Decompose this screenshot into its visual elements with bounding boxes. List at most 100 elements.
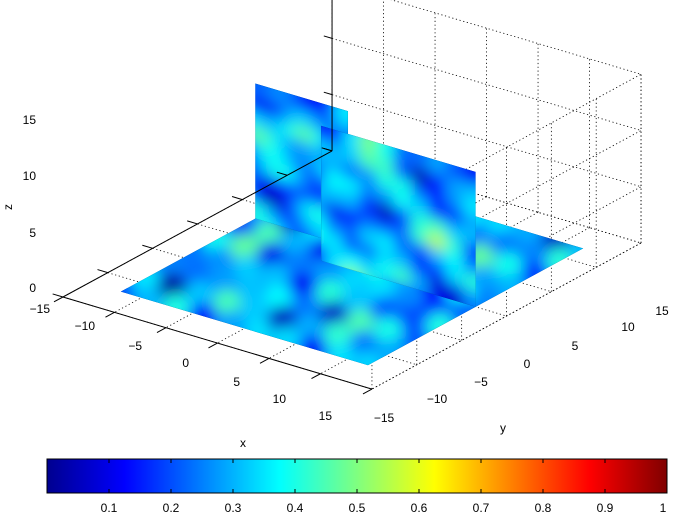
y-tick-mark [156,327,167,334]
x-tick-mark [231,196,243,201]
slice-edge [321,125,476,307]
slice-cell [213,289,242,318]
slice-cell [281,229,310,258]
x-tick-mark [142,244,153,249]
grid-line [371,0,643,221]
y-tick-label: 5 [572,339,579,353]
slice-cell [401,325,430,354]
x-tick-label: 15 [319,409,333,423]
x-tick-label: −15 [30,302,51,316]
slice-cell [425,312,454,341]
slice-cell [229,233,258,262]
slice-cell [257,242,286,271]
colorbar-ticks [108,459,668,493]
y-tick-label: −10 [427,392,448,406]
slice-cell [422,291,451,320]
colorbar-tick-label: 0.7 [473,501,490,515]
colorbar-tick-label: 0.8 [535,501,552,515]
z-tick-label: 15 [23,113,37,127]
slice-cell [240,297,269,326]
z-tick-mark [323,35,333,39]
slice-cell [291,292,320,321]
y-tick-mark [208,342,218,349]
x-tick-label: 0 [182,356,189,370]
x-tick-label: −10 [75,319,96,333]
colorbar-tick-label: 0.9 [597,501,614,515]
y-tick-label: −5 [474,375,488,389]
colorbar-tick-label: 0.5 [349,501,366,515]
slice-cell [216,310,245,339]
x-tick-label: 5 [233,375,240,389]
slice-cell [377,338,406,366]
z-tick-label: 10 [23,169,37,183]
slice-cell [260,263,289,292]
axes-frame [52,0,373,395]
slice-cell [394,282,423,311]
slice-cell [367,274,396,303]
x-axis-label: x [240,436,246,450]
y-tick-label: 0 [524,357,531,371]
y-tick-label: 10 [621,320,635,334]
colorbar-tick-label: 0.4 [287,501,304,515]
slice-cell [493,252,522,281]
slice-cell [264,284,293,313]
x-tick-mark [276,171,288,176]
x-tick-mark [187,220,198,225]
slice-cell [237,276,265,305]
slice-cell [253,220,282,249]
slice-cell [182,259,211,288]
slice-cell [343,287,372,316]
slice-cell [295,313,324,342]
colorbar-tick-label: 0.1 [101,501,118,515]
slice-cell [353,351,382,366]
slice-cell [233,255,262,284]
slice-cell [545,247,574,276]
y-tick-mark [362,388,373,395]
z-tick-mark [323,147,333,152]
x-tick-label: 10 [273,392,287,406]
slice-cell [205,246,234,275]
slice-cell [315,279,344,308]
slice-cell [473,286,502,315]
colorbar-tick-label: 0.6 [411,501,428,515]
slice-cell [158,272,187,301]
slice-cell [268,305,297,334]
grid-line [331,94,643,334]
x-tick-mark [97,269,108,274]
colorbar-tick-label: 0.2 [163,501,180,515]
z-tick-mark [323,91,333,96]
colorbar-tick-label: 1 [660,501,667,515]
slice-cell [322,321,351,350]
slice-cell [346,308,375,337]
slice-cell [185,280,214,309]
slice-cell [312,258,341,287]
slice-cell [374,317,403,346]
y-tick-mark [311,373,321,380]
grid-line [331,38,643,277]
slice-cell [470,265,499,294]
slice-cell [299,334,328,363]
slice-cell [517,239,546,268]
colorbar-tick-label: 0.3 [225,501,242,515]
slice-cell [339,266,368,295]
slice-cell [521,260,550,289]
slice-cell [398,304,427,333]
slice-cell [490,231,519,260]
slice-cell [350,330,379,359]
slice-cell [370,295,399,324]
z-tick-label: 0 [29,281,36,295]
y-tick-label: −15 [374,411,395,425]
y-tick-mark [259,357,270,364]
slice-cell [319,300,348,329]
y-tick-mark [105,311,115,318]
y-tick-label: 15 [655,304,669,318]
y-axis-label: y [500,421,506,435]
slice-cell [209,268,238,296]
y-tick-mark [53,296,64,303]
z-tick-label: 5 [29,226,36,240]
slice-cell [284,250,313,279]
slice-cell [288,271,317,300]
x-tick-mark [52,293,64,298]
z-axis-label: z [1,204,15,210]
